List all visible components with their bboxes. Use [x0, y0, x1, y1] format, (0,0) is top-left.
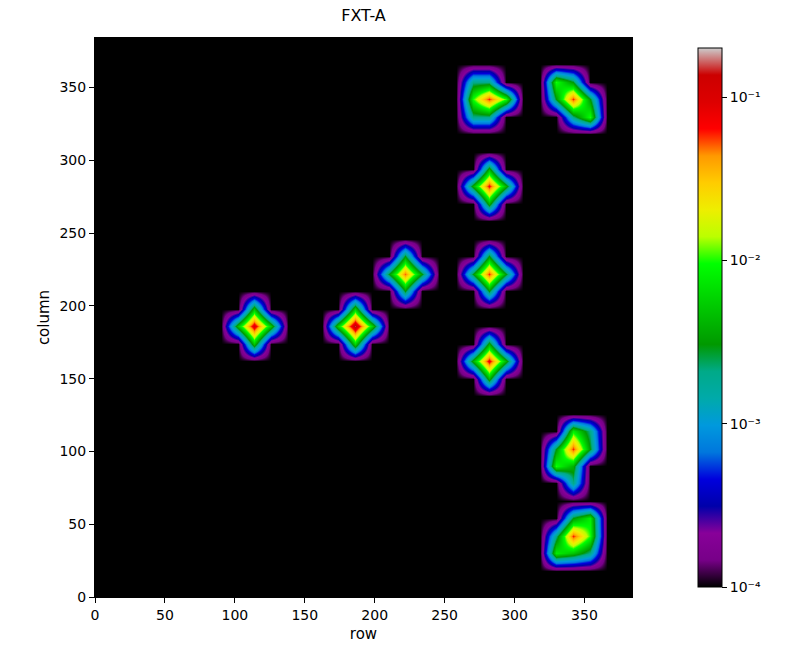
- svg-text:300: 300: [501, 607, 528, 623]
- svg-text:0: 0: [91, 607, 100, 623]
- svg-text:10⁻³: 10⁻³: [730, 416, 761, 432]
- svg-text:10⁻¹: 10⁻¹: [730, 89, 761, 105]
- svg-text:200: 200: [361, 607, 388, 623]
- svg-text:150: 150: [59, 371, 86, 387]
- svg-text:250: 250: [59, 225, 86, 241]
- svg-text:0: 0: [77, 589, 86, 605]
- svg-text:50: 50: [156, 607, 174, 623]
- svg-text:350: 350: [571, 607, 598, 623]
- svg-text:100: 100: [221, 607, 248, 623]
- svg-text:10⁻⁴: 10⁻⁴: [730, 579, 761, 595]
- svg-text:250: 250: [431, 607, 458, 623]
- svg-text:FXT-A: FXT-A: [341, 6, 386, 25]
- svg-text:row: row: [350, 625, 377, 643]
- svg-text:150: 150: [291, 607, 318, 623]
- svg-text:100: 100: [59, 443, 86, 459]
- svg-text:50: 50: [68, 516, 86, 532]
- svg-text:10⁻²: 10⁻²: [730, 252, 761, 268]
- svg-text:column: column: [35, 290, 53, 345]
- svg-text:350: 350: [59, 79, 86, 95]
- svg-text:300: 300: [59, 152, 86, 168]
- svg-text:200: 200: [59, 298, 86, 314]
